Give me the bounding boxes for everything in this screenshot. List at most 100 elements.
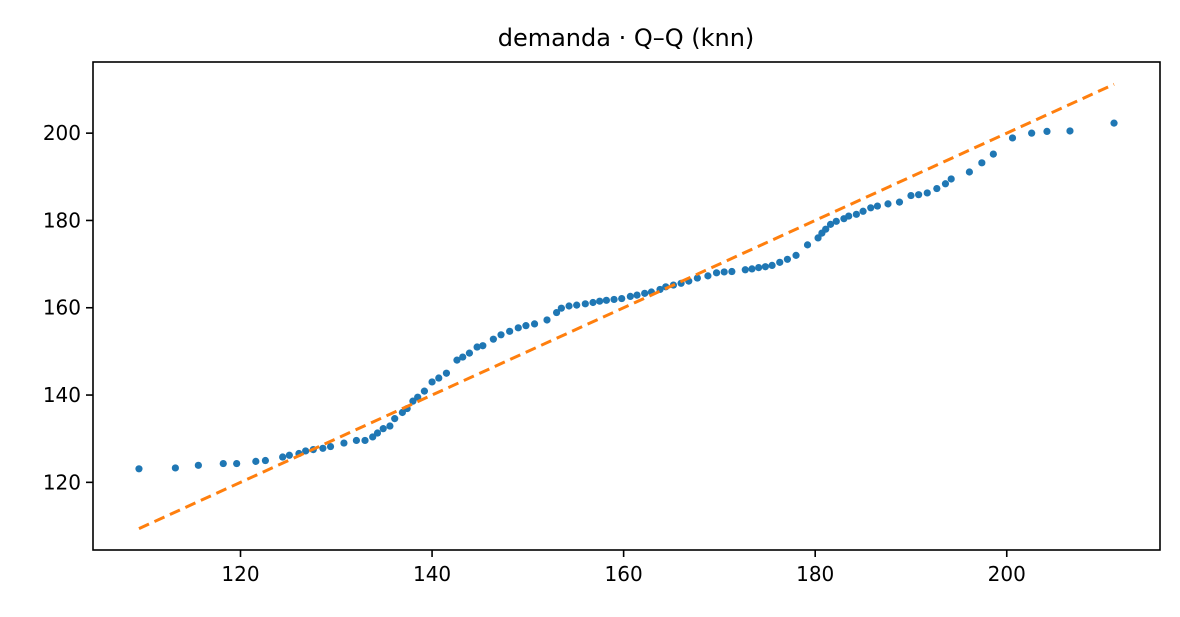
y-tick-label: 120 — [43, 470, 81, 494]
data-point — [285, 451, 293, 459]
x-tick-label: 140 — [413, 562, 451, 586]
data-point — [252, 457, 260, 465]
data-point — [845, 212, 853, 220]
data-point — [352, 436, 360, 445]
data-point — [261, 456, 270, 465]
data-point — [832, 217, 840, 225]
data-point — [194, 461, 202, 469]
data-point — [233, 459, 241, 468]
data-point — [978, 159, 986, 167]
data-point — [589, 298, 597, 307]
data-point — [420, 387, 429, 395]
data-point — [941, 180, 950, 188]
data-point — [565, 302, 573, 310]
y-tick-label: 160 — [43, 296, 81, 320]
data-point — [728, 267, 736, 276]
data-point — [748, 265, 756, 273]
data-point — [1028, 129, 1036, 137]
data-point — [573, 301, 581, 309]
data-point — [867, 204, 875, 212]
data-point — [522, 322, 530, 330]
data-point — [859, 207, 867, 215]
plot-area — [135, 82, 1118, 530]
data-point — [453, 356, 461, 364]
data-point — [530, 320, 539, 328]
data-point — [884, 200, 892, 208]
data-point — [398, 408, 406, 417]
data-point — [895, 198, 904, 206]
data-point — [1110, 119, 1118, 127]
data-point — [386, 422, 394, 430]
data-point — [319, 444, 327, 452]
data-point — [814, 234, 822, 242]
data-point — [557, 304, 565, 312]
data-point — [989, 150, 997, 158]
data-point — [489, 335, 497, 343]
y-tick-label: 180 — [43, 208, 81, 232]
y-axis: 120 140 160 180 200 — [43, 121, 93, 494]
y-tick-label: 140 — [43, 383, 81, 407]
data-point — [761, 263, 769, 271]
data-point — [965, 168, 973, 176]
data-point — [641, 289, 649, 297]
data-point — [279, 453, 287, 461]
data-point — [543, 316, 551, 324]
data-point — [596, 297, 604, 305]
data-point — [373, 429, 382, 437]
data-point — [873, 202, 882, 210]
data-point — [479, 342, 487, 350]
data-point — [852, 210, 860, 218]
data-point — [414, 393, 422, 401]
axes-frame — [92, 61, 1161, 551]
data-point — [459, 353, 467, 361]
data-point — [361, 436, 369, 445]
data-point — [610, 295, 618, 304]
data-point — [923, 189, 931, 197]
data-point — [712, 269, 721, 277]
data-point — [693, 274, 701, 282]
data-point — [704, 272, 712, 280]
data-point — [552, 308, 561, 317]
data-point — [755, 263, 763, 272]
data-point — [506, 327, 514, 335]
reference-line — [138, 82, 1115, 530]
data-point — [514, 324, 522, 332]
data-point — [783, 255, 792, 263]
data-point — [618, 294, 626, 303]
data-point — [435, 374, 443, 382]
data-point — [1066, 127, 1074, 135]
data-point — [171, 464, 179, 472]
data-point — [803, 241, 812, 249]
chart-title: demanda · Q–Q (knn) — [498, 24, 755, 52]
data-point — [633, 291, 641, 299]
y-tick-label: 200 — [43, 121, 81, 145]
x-tick-label: 160 — [605, 562, 643, 586]
x-tick-label: 200 — [988, 562, 1026, 586]
data-point — [907, 191, 915, 200]
data-point — [379, 425, 387, 433]
data-point — [473, 343, 481, 351]
data-point — [391, 415, 399, 423]
x-tick-label: 120 — [221, 562, 259, 586]
data-point — [219, 459, 227, 468]
data-point — [1043, 127, 1051, 136]
data-point — [947, 175, 955, 183]
data-point — [340, 439, 348, 447]
data-point — [135, 465, 143, 473]
data-point — [442, 369, 451, 377]
data-point — [720, 268, 728, 276]
data-point — [933, 184, 941, 193]
data-point — [326, 442, 335, 451]
data-point — [792, 251, 800, 259]
data-point — [741, 266, 749, 274]
data-point — [822, 225, 830, 233]
data-point — [915, 191, 923, 199]
data-point — [369, 433, 377, 441]
x-tick-label: 180 — [796, 562, 834, 586]
data-point — [428, 378, 436, 386]
x-axis: 120 140 160 180 200 — [221, 550, 1026, 586]
data-point — [465, 349, 474, 357]
data-point — [497, 331, 505, 339]
data-point — [826, 220, 835, 228]
